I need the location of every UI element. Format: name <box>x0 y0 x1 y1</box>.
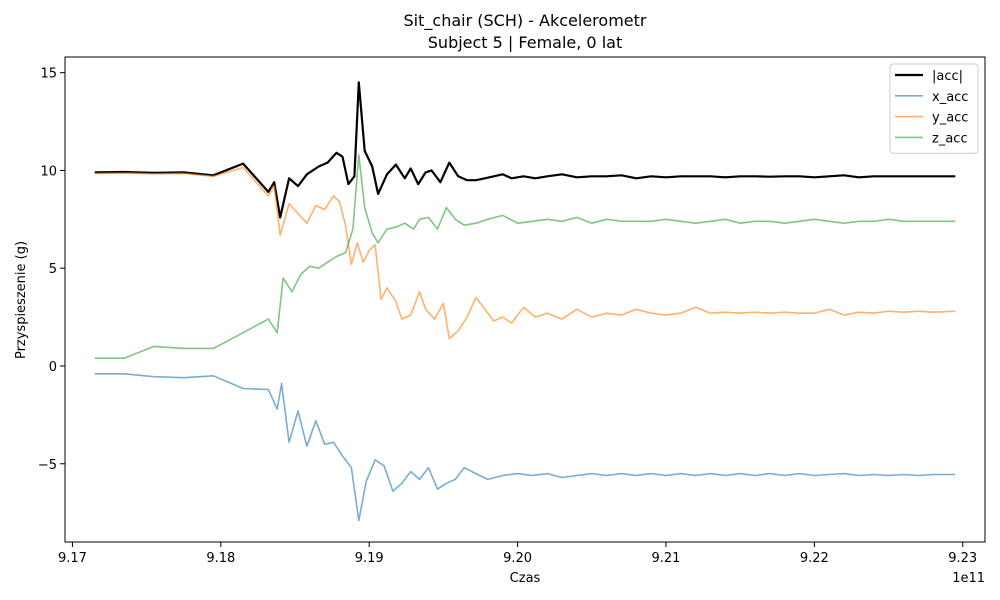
x-tick-label: 9.17 <box>58 551 87 566</box>
chart-subtitle: Subject 5 | Female, 0 lat <box>428 33 622 52</box>
x-tick-label: 9.23 <box>948 551 977 566</box>
x-axis-offset-label: 1e11 <box>952 571 985 586</box>
y-tick-label: 0 <box>49 360 57 375</box>
legend-label-1: x_acc <box>932 90 968 105</box>
y-axis-ticks: −5 0 5 10 15 <box>38 67 65 473</box>
plot-area-frame <box>64 56 986 543</box>
y-tick-label: −5 <box>38 458 57 473</box>
y-tick-label: 5 <box>49 262 57 277</box>
x-tick-label: 9.22 <box>800 551 829 566</box>
x-axis-ticks: 9.17 9.18 9.19 9.20 9.21 9.22 9.23 <box>58 542 977 566</box>
legend-label-3: z_acc <box>932 131 968 146</box>
chart-title: Sit_chair (SCH) - Akcelerometr <box>404 11 647 31</box>
y-tick-label: 10 <box>40 164 57 179</box>
x-tick-label: 9.20 <box>503 551 532 566</box>
x-tick-label: 9.19 <box>355 551 384 566</box>
legend: |acc| x_acc y_acc z_acc <box>889 63 979 154</box>
series-line-0 <box>94 81 956 219</box>
legend-label-2: y_acc <box>932 111 968 126</box>
y-tick-label: 15 <box>40 67 57 82</box>
series-line-1 <box>94 373 956 522</box>
x-axis-label: Czas <box>510 571 541 586</box>
series-line-2 <box>94 166 956 340</box>
series-line-3 <box>94 154 956 359</box>
y-axis-label: Przyspieszenie (g) <box>14 241 29 359</box>
series-layer <box>94 81 956 522</box>
legend-box <box>889 63 979 154</box>
x-tick-label: 9.21 <box>651 551 680 566</box>
x-tick-label: 9.18 <box>206 551 235 566</box>
legend-label-0: |acc| <box>932 69 963 84</box>
